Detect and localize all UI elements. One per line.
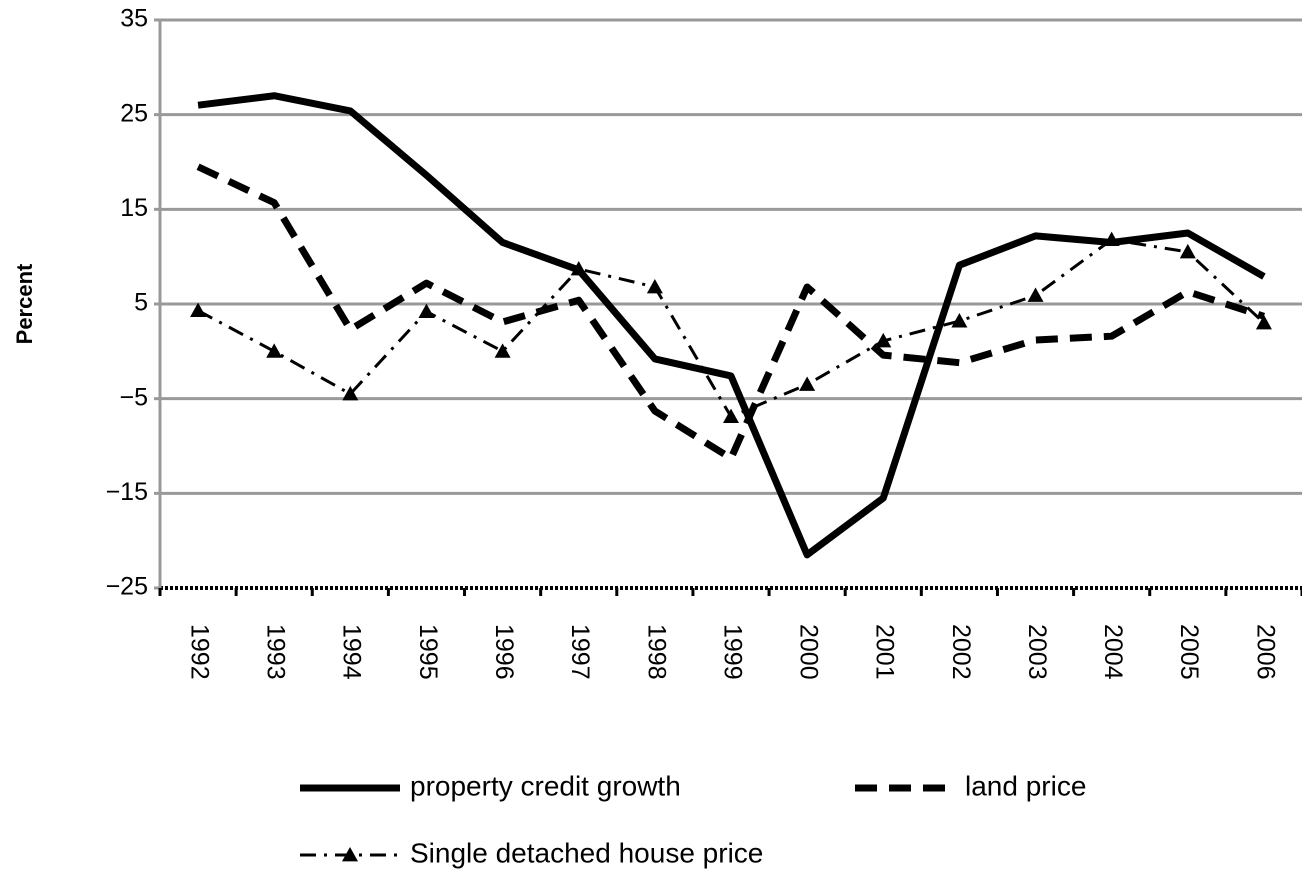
point-marker: [799, 376, 816, 391]
series-line: [196, 163, 1266, 462]
y-tick-label: 15: [120, 194, 148, 222]
legend-marker: [342, 847, 358, 862]
point-marker: [1179, 243, 1196, 259]
x-tick-label: 1999: [718, 624, 746, 680]
x-tick-label: 2004: [1099, 624, 1127, 680]
y-tick-label: −5: [119, 383, 148, 411]
x-tick-label: 2000: [795, 624, 823, 680]
point-marker: [190, 302, 207, 318]
x-tick-label: 1997: [566, 624, 594, 680]
point-marker: [418, 303, 435, 318]
x-tick-label: 2006: [1251, 624, 1279, 680]
x-tick-label: 1995: [414, 624, 442, 680]
y-tick-label: −25: [106, 573, 148, 601]
point-marker: [1255, 314, 1272, 330]
y-tick-label: 25: [120, 99, 148, 127]
y-tick-label: 5: [134, 289, 148, 317]
point-marker: [951, 313, 968, 328]
series-line: [197, 92, 1266, 559]
x-tick-label: 2002: [947, 624, 975, 680]
x-tick-label: 1992: [185, 624, 213, 680]
x-tick-label: 1994: [338, 624, 366, 680]
point-marker: [1027, 287, 1044, 302]
x-tick-label: 2001: [871, 624, 899, 680]
point-marker: [266, 343, 283, 358]
y-axis-label: Percent: [12, 263, 37, 344]
point-marker: [494, 343, 511, 358]
point-marker: [646, 278, 663, 294]
legend-label: property credit growth: [410, 770, 681, 801]
x-tick-label: 2005: [1175, 624, 1203, 680]
x-tick-label: 2003: [1023, 624, 1051, 680]
point-marker: [875, 332, 892, 348]
point-marker: [1103, 231, 1120, 247]
y-tick-label: −15: [106, 478, 148, 506]
point-marker: [342, 385, 359, 401]
x-tick-label: 1998: [642, 624, 670, 680]
point-marker: [723, 408, 739, 424]
y-tick-label: 35: [120, 5, 148, 33]
x-tick-label: 1993: [262, 624, 290, 680]
legend-label: Single detached house price: [410, 837, 763, 868]
legend-label: land price: [965, 770, 1086, 801]
point-marker: [570, 260, 587, 276]
x-tick-label: 1996: [490, 624, 518, 680]
